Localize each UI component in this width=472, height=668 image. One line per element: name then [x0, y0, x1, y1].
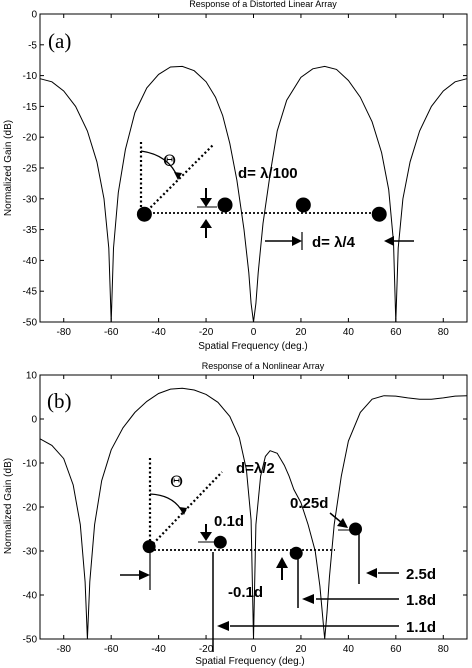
chart-panel-a: Response of a Distorted Linear Array -80… — [3, 0, 468, 352]
offset-label-01: 0.1d — [214, 513, 244, 530]
chart-title: Response of a Distorted Linear Array — [189, 0, 337, 9]
x-tick-label: -80 — [56, 327, 71, 338]
array-element-point — [289, 546, 303, 560]
x-tick-label: -40 — [151, 327, 166, 338]
x-tick-label: -60 — [104, 327, 119, 338]
array-element-point — [295, 197, 311, 213]
y-tick-label: -15 — [23, 102, 38, 113]
x-axis-label: Spatial Frequency (deg.) — [198, 341, 308, 352]
y-tick-label: -50 — [23, 318, 38, 329]
y-tick-label: -10 — [23, 459, 38, 470]
large-spacing-label: d= λ/4 — [312, 234, 356, 251]
distance-arrowhead-25 — [366, 568, 377, 578]
offset-label-m01: -0.1d — [228, 584, 263, 601]
x-tick-label: 40 — [343, 327, 355, 338]
y-tick-label: -45 — [23, 287, 38, 298]
panel-label: (a) — [48, 29, 71, 53]
array-element-point — [213, 535, 227, 549]
array-elements — [136, 197, 387, 222]
chart-panel-b: Response of a Nonlinear Array -80 -60 -40 -… — [3, 361, 468, 667]
x-tick-label: -60 — [104, 644, 119, 655]
y-tick-label: 0 — [31, 10, 37, 21]
distance-label-25: 2.5d — [406, 566, 436, 583]
distance-label-11: 1.1d — [406, 619, 436, 636]
y-tick-label: 10 — [26, 371, 38, 382]
x-tick-label: 80 — [438, 327, 450, 338]
y-axis-label: Normalized Gain (dB) — [3, 120, 14, 216]
array-elements — [142, 522, 363, 560]
theta-arc — [149, 493, 184, 514]
x-tick-label: 60 — [390, 327, 402, 338]
series-line — [39, 65, 468, 323]
large-spacing-arrowhead-left — [292, 236, 302, 246]
series-line — [39, 387, 468, 640]
y-tick-label: -20 — [23, 503, 38, 514]
offset-arrowhead-m01 — [276, 557, 288, 568]
array-element-point — [349, 522, 363, 536]
y-tick-label: -5 — [28, 40, 37, 51]
spacing-arrowhead-top — [200, 198, 212, 207]
y-tick-label: -40 — [23, 591, 38, 602]
x-tick-label: 40 — [343, 644, 355, 655]
x-tick-label: 20 — [295, 327, 307, 338]
x-tick-label: 20 — [295, 644, 307, 655]
y-axis-label: Normalized Gain (dB) — [3, 458, 14, 554]
y-tick-label: -30 — [23, 194, 38, 205]
steering-direction-line — [149, 471, 223, 548]
distance-label-18: 1.8d — [406, 592, 436, 609]
distance-arrowhead-18 — [302, 594, 314, 604]
small-spacing-label: d= λ/100 — [238, 165, 298, 182]
array-element-point — [136, 206, 152, 222]
theta-arc-arrowhead — [179, 507, 187, 515]
x-tick-label: -40 — [151, 644, 166, 655]
y-tick-label: -50 — [23, 635, 38, 646]
y-tick-label: -25 — [23, 164, 38, 175]
offset-label-025: 0.25d — [290, 495, 328, 512]
x-tick-label: 60 — [390, 644, 402, 655]
y-tick-label: -30 — [23, 547, 38, 558]
x-tick-label: 0 — [251, 644, 257, 655]
y-tick-label: -10 — [23, 71, 38, 82]
ticks-group: -80 -60 -40 -20 0 20 40 60 80 0 -5 -10 -15 -20 -25 -30 -… — [23, 10, 467, 338]
array-element-point — [371, 206, 387, 222]
offset-arrowhead-025 — [337, 518, 348, 528]
array-element-point — [217, 197, 233, 213]
theta-label: Θ — [170, 472, 183, 491]
chart-title: Response of a Nonlinear Array — [202, 361, 325, 371]
y-tick-label: -35 — [23, 225, 38, 236]
distance-arrowhead-11 — [217, 621, 229, 631]
theta-arc-arrowhead — [174, 172, 182, 180]
position-arrowhead-left — [139, 570, 150, 580]
array-element-point — [142, 540, 156, 554]
large-spacing-arrowhead-right — [384, 236, 394, 246]
steering-direction-line — [140, 144, 214, 218]
x-tick-label: 0 — [251, 327, 257, 338]
offset-arrow-025 — [329, 512, 343, 524]
spacing-arrowhead-bottom — [200, 219, 212, 228]
offset-arrowhead-01 — [200, 532, 212, 541]
y-tick-label: -20 — [23, 133, 38, 144]
x-axis-label: Spatial Frequency (deg.) — [195, 656, 305, 667]
x-tick-label: -20 — [199, 327, 214, 338]
y-tick-label: -40 — [23, 256, 38, 267]
x-tick-label: -20 — [199, 644, 214, 655]
y-tick-label: 0 — [31, 415, 37, 426]
x-tick-label: -80 — [56, 644, 71, 655]
wavelength-label: d=λ/2 — [236, 460, 275, 477]
x-tick-label: 80 — [438, 644, 450, 655]
panel-label: (b) — [47, 389, 72, 413]
theta-label: Θ — [163, 151, 176, 170]
